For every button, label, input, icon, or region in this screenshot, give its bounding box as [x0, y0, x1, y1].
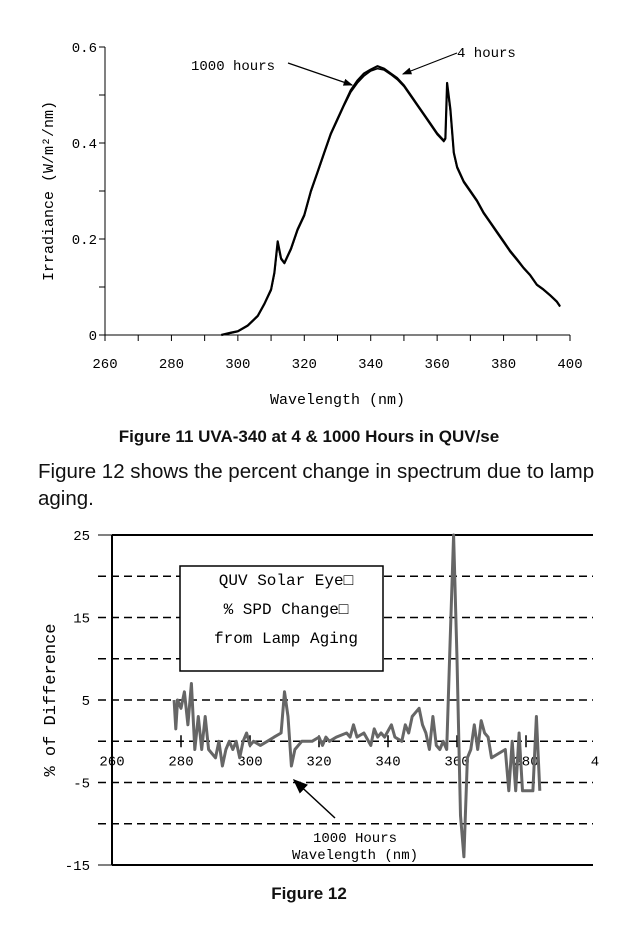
x-tick-label: 260 — [92, 357, 117, 373]
x-tick-label: 260 — [99, 754, 124, 770]
y-tick-label: 0.4 — [72, 137, 97, 153]
x-tick-label: 320 — [306, 754, 331, 770]
figure-12-caption: Figure 12 — [271, 884, 347, 903]
y-tick-label: 5 — [82, 694, 90, 710]
y-tick-label: 15 — [73, 612, 90, 628]
series-line-1000-hours — [221, 67, 561, 336]
x-tick-label: 360 — [444, 754, 469, 770]
x-tick-label: 360 — [425, 357, 450, 373]
x-tick-label: 320 — [292, 357, 317, 373]
y-axis-label: Irradiance (W/m²/nm) — [41, 101, 58, 281]
legend-box — [179, 565, 384, 672]
annotation-4-hours: 4 hours — [457, 46, 516, 62]
y-axis-label: % of Difference — [42, 623, 61, 776]
body-paragraph: Figure 12 shows the percent change in sp… — [38, 460, 595, 510]
x-tick-label: 340 — [375, 754, 400, 770]
x-tick-label: 4 — [591, 754, 599, 770]
x-tick-label: 280 — [168, 754, 193, 770]
x-tick-label: 400 — [557, 357, 582, 373]
arrow-1000-hours — [292, 778, 336, 819]
arrow-1000-hours — [287, 62, 354, 86]
series-line-percent-difference — [172, 533, 542, 859]
figure-11-irradiance-chart: 260 280 300 320 340 360 380 400 0 0.2 0.4 0.6 Wavele… — [41, 41, 583, 409]
y-tick-label: 0.6 — [72, 41, 97, 57]
y-tick-label: 25 — [73, 529, 90, 545]
legend-text-line: % SPD Change□ — [224, 601, 349, 619]
x-tick-label: 280 — [159, 357, 184, 373]
annotation-1000-hours: 1000 hours — [191, 59, 275, 75]
y-tick-label: -5 — [73, 777, 90, 793]
x-axis-label: Wavelength (nm) — [270, 392, 405, 409]
figure-11-caption: Figure 11 UVA-340 at 4 & 1000 Hours in Q… — [118, 427, 500, 446]
legend-text-line: QUV Solar Eye□ — [219, 572, 354, 590]
x-tick-label: 340 — [358, 357, 383, 373]
legend-text-line: from Lamp Aging — [214, 630, 358, 648]
y-tick-label: -15 — [65, 859, 90, 875]
x-tick-label: 380 — [491, 357, 516, 373]
annotation-1000-hours: 1000 Hours — [313, 831, 397, 847]
x-tick-label: 300 — [225, 357, 250, 373]
y-tick-label: 0.2 — [72, 233, 97, 249]
y-tick-label: 0 — [89, 329, 97, 345]
arrow-4-hours — [401, 52, 458, 75]
x-axis-label: Wavelength (nm) — [292, 848, 418, 864]
x-tick-label: 300 — [237, 754, 262, 770]
